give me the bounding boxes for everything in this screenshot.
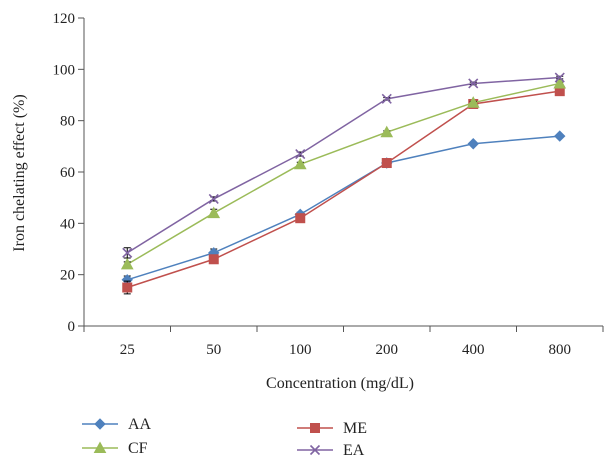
- series-line-ea: [126, 76, 560, 254]
- series-ea: [122, 72, 565, 259]
- series-me: [122, 86, 565, 295]
- legend-label-aa: AA: [128, 416, 152, 433]
- legend-label-ea: EA: [343, 442, 365, 458]
- y-tick-label: 100: [53, 62, 76, 78]
- data-point-cf: [553, 76, 567, 89]
- data-point-ea: [122, 247, 133, 258]
- y-tick-label: 20: [60, 268, 75, 284]
- x-axis-ticks: 25 50 100 200 400 800: [83, 326, 604, 358]
- legend-item-cf: CF: [82, 440, 148, 457]
- series-aa: [121, 130, 566, 286]
- x-tick-label: 100: [289, 342, 312, 358]
- x-tick-label: 400: [462, 342, 485, 358]
- data-point-cf: [466, 96, 480, 108]
- data-point-cf: [207, 206, 221, 219]
- y-axis-ticks: 0 20 40 60 80 100 120: [53, 11, 84, 335]
- data-point-ea: [208, 193, 219, 205]
- data-point-me: [208, 254, 219, 265]
- data-point-aa: [467, 138, 479, 150]
- data-point-ea: [295, 148, 306, 160]
- legend-label-me: ME: [343, 420, 367, 437]
- y-tick-label: 80: [60, 114, 75, 130]
- y-tick-label: 120: [53, 11, 76, 27]
- data-point-ea: [468, 78, 479, 89]
- data-point-me: [295, 213, 306, 224]
- y-tick-label: 0: [68, 319, 76, 335]
- legend-marker-aa: [94, 418, 106, 430]
- legend-item-aa: AA: [82, 416, 152, 433]
- data-point-cf: [380, 125, 394, 138]
- legend-marker-me: [310, 423, 320, 433]
- series-group: [120, 72, 567, 295]
- legend-marker-ea: [309, 444, 321, 456]
- legend: AA ME CF EA: [82, 416, 367, 458]
- data-point-cf: [120, 257, 134, 270]
- data-point-me: [381, 158, 392, 169]
- x-tick-label: 200: [376, 342, 399, 358]
- data-point-aa: [554, 130, 566, 142]
- data-point-ea: [381, 93, 392, 104]
- series-line-aa: [127, 135, 560, 281]
- series-line-me: [127, 90, 560, 289]
- series-line-cf: [126, 82, 560, 266]
- x-tick-label: 25: [120, 342, 135, 358]
- y-tick-label: 60: [60, 165, 75, 181]
- x-tick-label: 50: [206, 342, 221, 358]
- x-tick-label: 800: [549, 342, 572, 358]
- legend-item-ea: EA: [297, 442, 365, 458]
- data-point-cf: [293, 157, 307, 170]
- legend-item-me: ME: [297, 420, 367, 437]
- legend-label-cf: CF: [128, 440, 148, 457]
- y-axis-label: Iron chelating effect (%): [11, 94, 28, 251]
- legend-marker-cf: [93, 441, 107, 453]
- axes: [83, 18, 603, 327]
- data-point-me: [122, 282, 133, 293]
- y-tick-label: 40: [60, 216, 75, 232]
- x-axis-label: Concentration (mg/dL): [266, 375, 414, 392]
- series-cf: [120, 76, 567, 270]
- data-point-ea: [554, 72, 565, 83]
